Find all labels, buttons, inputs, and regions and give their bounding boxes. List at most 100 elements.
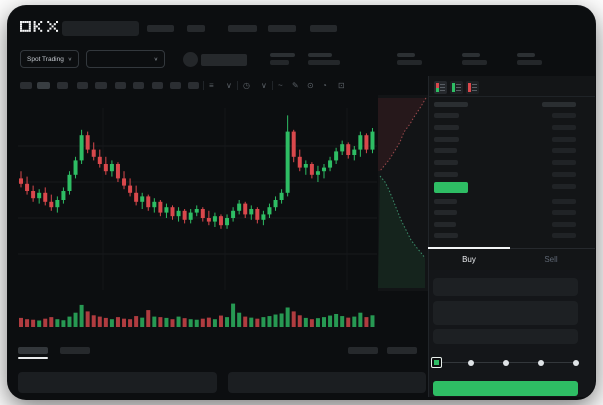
toolbar-pill[interactable] [115,82,126,89]
interval-icon[interactable]: ≡ [209,81,214,90]
orderbook-combined-icon[interactable] [434,81,447,94]
volume-bar [249,317,254,327]
candlestick [340,140,345,327]
volume-bar [43,318,48,327]
toolbar-divider [203,81,204,90]
candlestick [249,205,254,327]
amount-input[interactable] [433,301,578,325]
toolbar-pill[interactable] [95,82,107,89]
percent-slider[interactable] [430,355,591,369]
slider-handle[interactable] [430,357,442,368]
bottom-action-pill[interactable] [387,347,417,354]
candlestick [61,187,66,327]
toolbar-pill[interactable] [57,82,68,89]
bottom-tab[interactable] [18,347,48,354]
market-type-selector[interactable]: Spot Trading ∨ [20,50,79,68]
ask-row[interactable] [428,158,595,167]
volume-bar [55,319,60,327]
nav-item[interactable] [310,25,337,32]
bottom-tab[interactable] [60,347,90,354]
pair-avatar[interactable] [183,52,198,67]
candlestick [237,200,242,327]
toolbar-pill[interactable] [37,82,50,89]
market-type-label: Spot Trading [27,55,64,63]
bid-size-placeholder [552,210,576,216]
candlestick [309,162,314,327]
toolbar-pill[interactable] [133,82,144,89]
toolbar-pill[interactable] [152,82,163,89]
stat-label-placeholder [270,53,295,57]
bid-row[interactable] [428,208,595,217]
candlestick [297,149,302,327]
orderbook-asks-icon[interactable] [466,81,479,94]
volume-bar [73,312,78,327]
nav-item[interactable] [147,25,174,32]
toolbar-pill[interactable] [77,82,88,89]
stat-label-placeholder [462,53,480,57]
volume-bar [152,316,157,327]
slider-stop[interactable] [468,359,474,366]
volume-bar [31,319,36,327]
candlestick [103,156,108,327]
slider-stop[interactable] [538,359,544,366]
orderbook-bids-icon[interactable] [450,81,463,94]
candlestick [303,160,308,327]
bottom-action-pill[interactable] [348,347,378,354]
candlestick [146,194,151,327]
ask-row[interactable] [428,170,595,179]
candlestick [322,164,326,327]
slider-stop[interactable] [573,359,579,366]
ask-row[interactable] [428,135,595,144]
bid-row[interactable] [428,220,595,229]
depth-chart-bg [378,95,429,291]
nav-item[interactable] [268,25,296,32]
nav-item[interactable] [187,25,205,32]
stat-value-placeholder [462,60,487,65]
volume-bar [206,317,211,327]
bid-row[interactable] [428,231,595,240]
screenshot-icon[interactable]: ⊙ [307,81,314,90]
candlestick [158,200,163,327]
pair-selector[interactable]: ∨ [86,50,165,68]
indicators-icon[interactable]: ◷ [243,81,250,90]
price-chart[interactable] [8,6,595,399]
ask-size-placeholder [552,160,576,166]
volume-bar [267,316,272,327]
volume-bar [170,319,175,327]
bid-size-placeholder [552,199,576,204]
buy-submit-button[interactable] [433,381,578,396]
total-input[interactable] [433,329,578,344]
price-input[interactable] [433,278,578,296]
chevron-down-icon[interactable]: ∨ [261,81,267,90]
volume-bar [261,317,266,327]
slider-stop[interactable] [503,359,509,366]
line-style-icon[interactable]: ~ [278,81,283,90]
toolbar-pill[interactable] [20,82,32,89]
candlestick [115,162,120,327]
chevron-down-icon[interactable]: ∨ [226,81,232,90]
ask-price-placeholder [434,136,459,142]
fullscreen-icon[interactable]: ⊡ [338,81,345,90]
ask-row[interactable] [428,123,595,132]
ask-row[interactable] [428,111,595,120]
volume-bar [97,316,102,327]
search-input[interactable] [62,21,139,36]
candlestick [85,131,90,327]
bid-row[interactable] [428,197,595,206]
candlestick [188,209,193,327]
ask-price-placeholder [434,124,459,130]
rows-glyph [440,83,445,92]
candlestick [243,201,248,327]
toolbar-pill[interactable] [188,82,199,89]
candlestick [55,196,60,327]
draw-tools-icon[interactable]: ✎ [292,81,299,90]
candlestick [206,210,211,327]
ask-price-placeholder [434,160,458,166]
okx-logo[interactable] [20,21,60,34]
toolbar-pill[interactable] [170,82,181,89]
chart-settings-icon[interactable]: ◔ [322,81,327,90]
tab-sell[interactable]: Sell [544,254,558,264]
tab-buy[interactable]: Buy [462,254,476,264]
ask-row[interactable] [428,146,595,155]
nav-item[interactable] [228,25,257,32]
